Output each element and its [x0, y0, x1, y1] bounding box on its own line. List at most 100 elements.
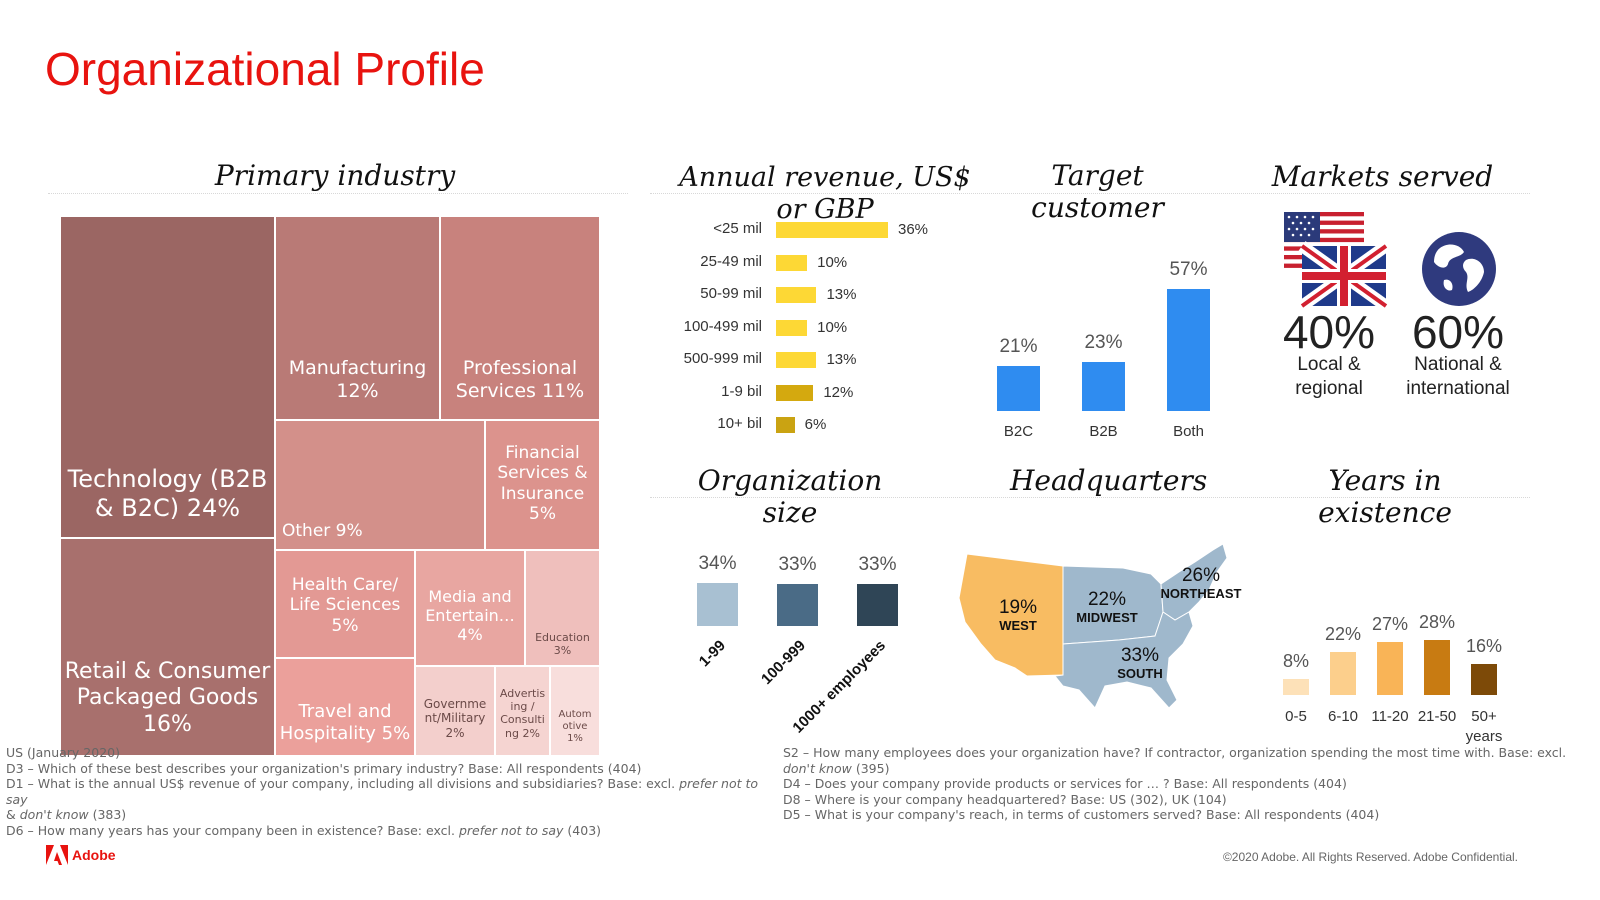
- size-value-label: 33%: [858, 554, 897, 576]
- treemap-cell-label-line: & B2C) 24%: [94, 493, 241, 522]
- years-bar: [1471, 663, 1497, 695]
- treemap-cell-label-line: 2%: [445, 725, 465, 740]
- size-value-label: 34%: [698, 553, 737, 574]
- treemap-cell-label-line: Hospitality 5%: [279, 722, 411, 744]
- treemap-cell-label-line: Technology (B2B: [67, 465, 268, 493]
- divider-middle: [650, 497, 1530, 498]
- treemap-cell-label-line: Manufacturing: [288, 357, 427, 379]
- revenue-category-label: 50-99 mil: [700, 285, 762, 302]
- revenue-category-label: <25 mil: [713, 220, 762, 237]
- adobe-logo-icon: [46, 845, 68, 865]
- years-category-label-line: years: [1465, 728, 1503, 745]
- page-title: Organizational Profile: [45, 43, 485, 95]
- treemap-cell-label: Advertis ing / Consulti ng 2%: [498, 687, 547, 740]
- divider-industry: [48, 193, 628, 194]
- revenue-chart: <25 mil 36% 25-49 mil 10% 50-99 mil 13% 100-49…: [650, 215, 980, 445]
- revenue-category-label: 100-499 mil: [683, 317, 762, 335]
- hq-west-label: 19% WEST: [998, 597, 1038, 633]
- target-bar: [1167, 289, 1210, 411]
- revenue-bar: [776, 254, 808, 271]
- hq-map: 19% WEST 22% MIDWEST 33% SOUTH 26% NORTH…: [955, 540, 1255, 725]
- revenue-category-label: 500-999 mil: [683, 350, 762, 367]
- hq-south-label: 33% SOUTH: [1117, 645, 1163, 681]
- copyright-text: ©2020 Adobe. All Rights Reserved. Adobe …: [1222, 850, 1518, 864]
- hq-title: Headquarters: [1010, 464, 1208, 497]
- treemap-cell-label-line: Insurance: [500, 483, 585, 504]
- years-bar: [1377, 641, 1403, 695]
- treemap-cell-label-line: Advertis: [499, 687, 546, 700]
- target-bar: [997, 366, 1040, 411]
- markets-panel: 40% 60% Local & regional National & intern…: [1280, 210, 1530, 410]
- treemap-cell-label: Health Care/Life Sciences 5%: [278, 575, 412, 636]
- target-bar: [1082, 361, 1125, 411]
- years-category-label: 21-50: [1417, 708, 1457, 725]
- treemap-cell-label-line: ing /: [510, 700, 535, 714]
- revenue-category-label: 1-9 bil: [721, 382, 762, 400]
- treemap-cell-label-line: Education: [535, 631, 590, 644]
- treemap-cell-label-line: 1%: [567, 733, 583, 744]
- target-category-label: B2B: [1089, 423, 1118, 440]
- treemap-cell-label-line: 3%: [553, 644, 572, 658]
- years-value-label: 22%: [1324, 623, 1362, 644]
- target-category-label: Both: [1173, 423, 1204, 440]
- globe-icon: [1422, 232, 1496, 306]
- years-value-label: 8%: [1282, 651, 1309, 672]
- treemap-cell: Health Care/Life Sciences 5%: [275, 550, 415, 658]
- size-bar: [857, 584, 898, 626]
- treemap-cell-label-line: 12%: [336, 379, 379, 402]
- treemap-cell: Media and Entertain… 4%: [415, 550, 525, 666]
- target-value-label: 21%: [999, 336, 1038, 358]
- treemap-cell-label-line: Autom: [558, 709, 592, 720]
- size-title: Organization size: [697, 464, 883, 529]
- treemap-cell-label-line: Services &: [497, 463, 588, 484]
- treemap-cell-label: Professional Services 11%: [443, 357, 597, 403]
- target-chart: 21% B2C 23% B2B 57% Both: [985, 255, 1235, 455]
- revenue-value-label: 36%: [898, 221, 929, 238]
- treemap-cell-label: Financial Services & Insurance 5%: [488, 443, 597, 525]
- treemap-cell-label-line: 5%: [331, 615, 359, 636]
- years-category-label: 6-10: [1327, 708, 1359, 725]
- treemap-cell-label-line: Travel and: [298, 701, 392, 722]
- revenue-bar: [776, 287, 817, 303]
- revenue-value-label: 10%: [817, 318, 848, 336]
- revenue-value-label: 13%: [826, 351, 857, 368]
- revenue-bar: [776, 319, 808, 336]
- treemap-cell-label-line: Retail & Consumer: [64, 659, 271, 684]
- markets-local-value: 40%: [1282, 306, 1376, 358]
- years-bar: [1424, 640, 1450, 695]
- markets-national-label: National & international: [1406, 354, 1510, 399]
- footnotes-left: US (January 2020) D3 – Which of these be…: [6, 745, 759, 838]
- treemap-cell: Manufacturing 12%: [275, 216, 440, 420]
- industry-treemap: Technology (B2B & B2C) 24% Retail & Consum…: [60, 216, 600, 756]
- years-value-label: 28%: [1418, 612, 1456, 632]
- footnotes-right: S2 – How many employees does your organi…: [783, 745, 1567, 823]
- treemap-cell-label: Media and Entertain… 4%: [418, 587, 522, 645]
- revenue-value-label: 12%: [823, 383, 854, 401]
- treemap-cell-label-line: 4%: [457, 625, 483, 645]
- years-value-label: 27%: [1371, 613, 1409, 634]
- treemap-cell-label-line: 5%: [529, 504, 556, 525]
- divider-top: [650, 193, 1530, 194]
- years-title: Years in existence: [1318, 464, 1452, 529]
- markets-title: Markets served: [1271, 160, 1494, 193]
- treemap-cell: Retail & Consumer Packaged Goods 16%: [60, 538, 275, 756]
- years-value-label: 16%: [1465, 635, 1503, 656]
- treemap-cell-label-line: Professional: [462, 357, 578, 379]
- treemap-cell: Other 9%: [275, 420, 485, 550]
- years-category-label-line: 50+: [1471, 708, 1497, 725]
- treemap-cell-label-line: nt/Military: [424, 711, 486, 726]
- years-chart: 8% 0-5 22% 6-10 27% 11-20 28% 21-50 16% 50+ years: [1270, 605, 1530, 755]
- years-category-label: 50+ years: [1453, 707, 1515, 747]
- hq-midwest-label: 22% MIDWEST: [1076, 589, 1138, 625]
- hq-northeast-label: 26% NORTHEAST: [1160, 565, 1242, 601]
- target-value-label: 57%: [1169, 259, 1208, 280]
- revenue-value-label: 6%: [804, 416, 827, 433]
- treemap-cell-label-line: Financial: [505, 443, 580, 463]
- treemap-cell-label-line: Entertain…: [425, 606, 515, 626]
- treemap-cell-label-line: Packaged Goods: [76, 685, 259, 711]
- map-region-south: [1054, 611, 1194, 709]
- treemap-cell-label: Technology (B2B & B2C) 24%: [63, 465, 272, 523]
- years-category-label: 0-5: [1285, 708, 1307, 725]
- years-bar: [1330, 651, 1356, 695]
- target-title: Target customer: [1031, 159, 1164, 224]
